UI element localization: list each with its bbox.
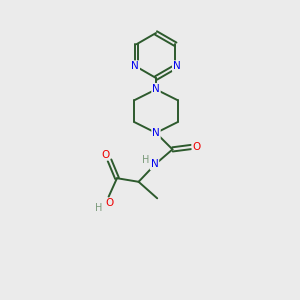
- Text: O: O: [101, 150, 109, 160]
- Text: O: O: [192, 142, 201, 152]
- Text: O: O: [105, 198, 113, 208]
- Text: N: N: [152, 84, 160, 94]
- Text: H: H: [142, 155, 150, 165]
- Text: N: N: [173, 61, 181, 71]
- Text: H: H: [95, 203, 102, 213]
- Text: N: N: [131, 61, 139, 71]
- Text: N: N: [151, 159, 158, 170]
- Text: N: N: [152, 128, 160, 139]
